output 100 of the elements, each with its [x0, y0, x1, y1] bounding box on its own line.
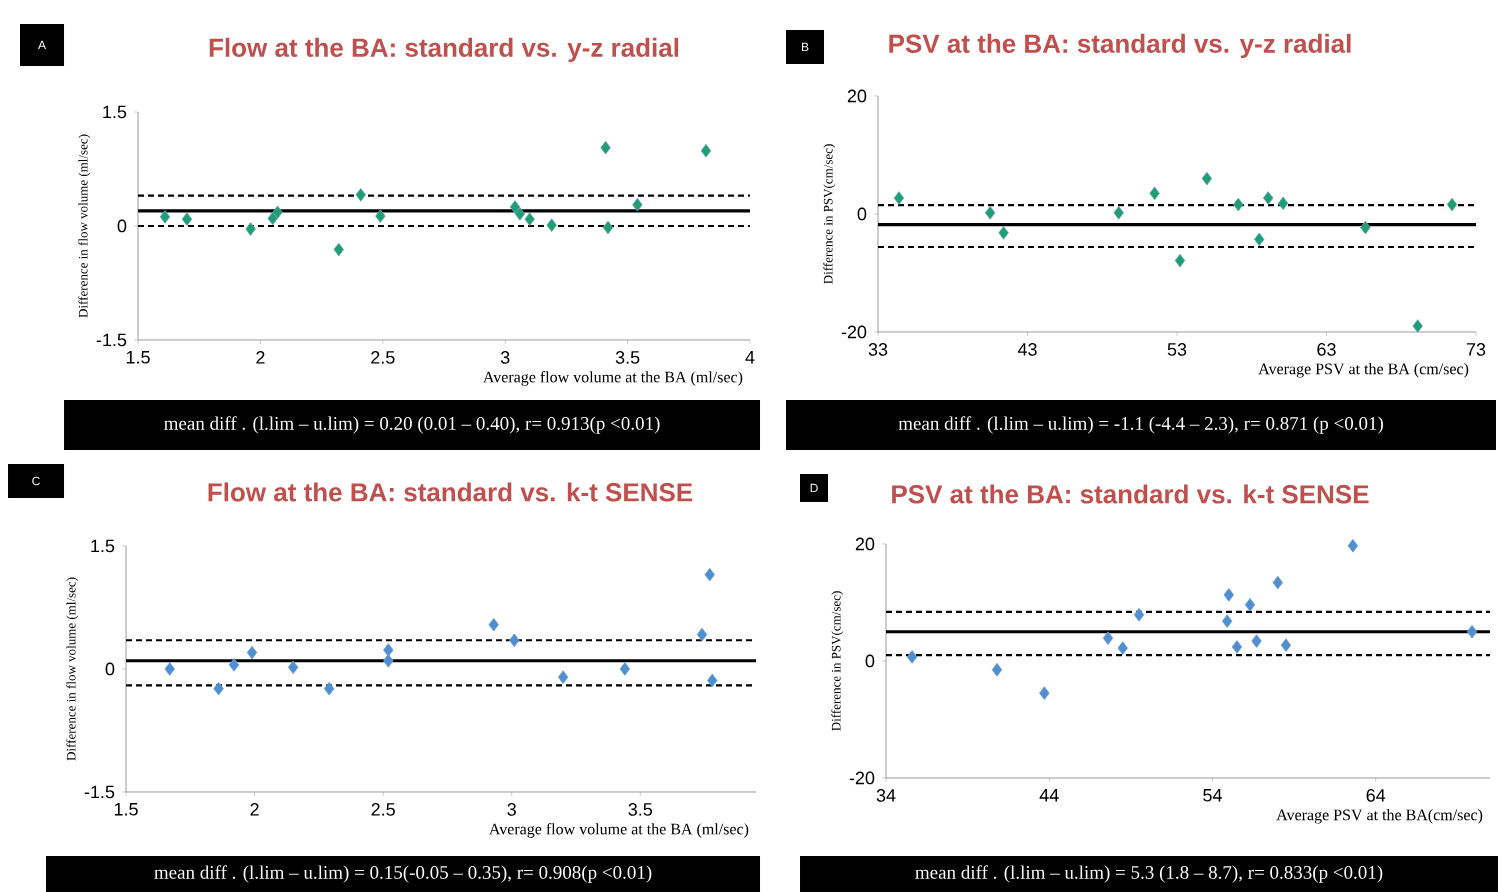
point [164, 662, 175, 676]
point [1280, 638, 1292, 652]
x-tick-label: 2.5 [371, 803, 395, 816]
point [1102, 631, 1114, 645]
point [1272, 575, 1283, 590]
y-tick-label: 20 [847, 89, 867, 103]
point [632, 197, 643, 212]
point [704, 567, 715, 582]
chart-title: PSV at the BA: standard vs. k-t SENSE [892, 484, 1369, 504]
x-axis-title: Average flow volume at the BA (ml/sec) [489, 823, 749, 838]
point [1149, 186, 1160, 201]
point [383, 643, 394, 657]
point [323, 681, 335, 696]
point [700, 143, 712, 158]
text: mean diff . (l.lim – u.lim) = 5.3 (1.8 – 8.7), r= 0.833(p <0.01) [915, 865, 1383, 883]
x-tick-label: 43 [1017, 343, 1037, 356]
point [998, 226, 1009, 240]
y-tick-label: 0 [117, 219, 127, 233]
point [1174, 253, 1186, 268]
point [1039, 686, 1050, 700]
x-axis-title: Average flow volume at the BA (ml/sec) [483, 371, 743, 386]
text: mean diff . (l.lim – u.lim) = 0.20 (0.01 – 0.40), r= 0.913(p <0.01) [164, 416, 660, 434]
point [1347, 538, 1359, 553]
point [524, 212, 535, 226]
point [355, 188, 366, 202]
x-tick-label: 44 [1039, 789, 1059, 802]
point [696, 627, 708, 642]
point [1466, 624, 1478, 639]
point [1277, 196, 1289, 211]
x-tick-label: 4 [745, 351, 755, 364]
point [1223, 588, 1235, 602]
point [557, 670, 569, 684]
text: mean diff . (l.lim – u.lim) = 0.15(-0.05 – 0.35), r= 0.908(p <0.01) [154, 865, 652, 883]
point [1113, 206, 1124, 220]
y-tick-label: 0 [865, 654, 875, 668]
y-tick-label: 20 [855, 537, 875, 551]
x-tick-label: 1.5 [114, 803, 138, 816]
point [1233, 197, 1244, 212]
point [600, 140, 611, 155]
point [181, 212, 193, 226]
x-tick-label: 3.5 [615, 351, 640, 364]
y-tick-label: 0 [857, 207, 867, 221]
y-tick-label: 0 [105, 662, 115, 676]
point [984, 206, 996, 220]
point [272, 205, 283, 220]
point [619, 662, 631, 676]
text: mean diff . (l.lim – u.lim) = -1.1 (-4.4 – 2.3), r= 0.871 (p <0.01) [898, 416, 1383, 434]
point [333, 242, 344, 257]
point [509, 200, 521, 214]
x-tick-label: 3 [500, 351, 510, 364]
x-tick-label: 3 [507, 803, 516, 816]
point [1221, 614, 1233, 628]
point [906, 650, 918, 664]
y-tick-label: -20 [841, 325, 867, 339]
point [1201, 171, 1213, 186]
x-tick-label: 2 [256, 351, 265, 364]
point [1231, 640, 1243, 654]
point [488, 617, 499, 632]
y-tick-label: -20 [849, 771, 875, 785]
point [287, 660, 299, 675]
point [602, 220, 614, 235]
point [1446, 197, 1458, 212]
x-tick-label: 2.5 [371, 351, 395, 364]
x-tick-label: 1.5 [126, 351, 150, 364]
point [267, 211, 278, 226]
chart-title: PSV at the BA: standard vs. y-z radial [889, 33, 1351, 59]
point [1117, 641, 1128, 655]
x-tick-label: 73 [1466, 343, 1486, 356]
point [707, 673, 718, 688]
point [1244, 598, 1256, 612]
x-axis-title: Average PSV at the BA(cm/sec) [1276, 809, 1483, 824]
point [546, 218, 557, 233]
point [1263, 191, 1274, 205]
x-tick-label: 3.5 [628, 803, 653, 816]
x-tick-label: 64 [1366, 789, 1386, 802]
y-tick-label: 1.5 [91, 539, 115, 553]
point [514, 207, 526, 221]
x-tick-label: 63 [1317, 343, 1336, 356]
x-tick-label: 53 [1167, 343, 1187, 356]
point [245, 222, 256, 236]
point [1254, 232, 1265, 247]
point [1251, 634, 1262, 648]
point [228, 658, 240, 672]
point [246, 645, 258, 660]
point [509, 633, 520, 648]
x-axis-title: Average PSV at the BA (cm/sec) [1258, 363, 1469, 378]
x-tick-label: 2 [250, 803, 259, 816]
point [375, 209, 386, 223]
point [159, 210, 171, 224]
y-tick-label: -1.5 [96, 333, 127, 347]
point [1412, 319, 1423, 333]
x-tick-label: 34 [876, 789, 896, 802]
x-tick-label: 54 [1203, 789, 1222, 802]
y-tick-label: 1.5 [103, 105, 127, 119]
chart-title: Flow at the BA: standard vs. k-t SENSE [208, 482, 693, 502]
point [383, 653, 394, 668]
x-tick-label: 33 [868, 343, 888, 356]
point [991, 662, 1003, 677]
point [1360, 220, 1371, 235]
point [1133, 607, 1145, 622]
